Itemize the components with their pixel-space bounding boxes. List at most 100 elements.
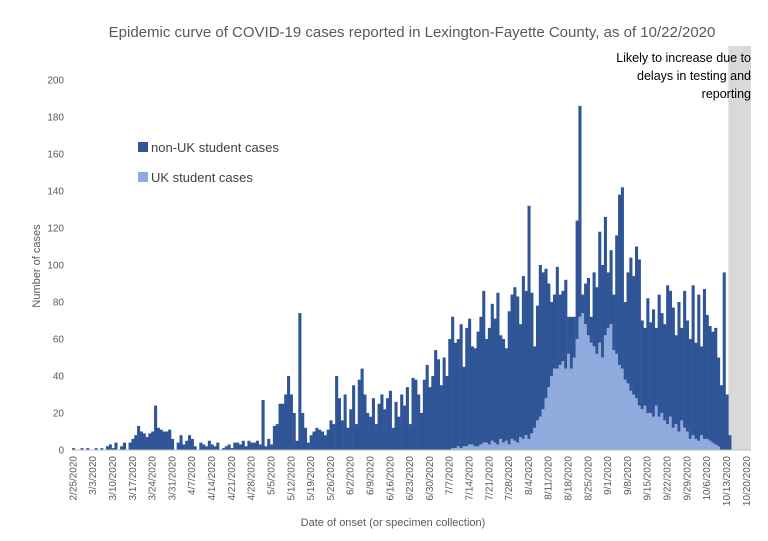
- bar-non-uk-student: [640, 320, 644, 410]
- bar-uk-student: [504, 440, 508, 450]
- bar-non-uk-student: [702, 289, 706, 439]
- bar-uk-student: [705, 438, 709, 450]
- bar-non-uk-student: [592, 272, 596, 347]
- bar-non-uk-student: [360, 368, 364, 450]
- bar-non-uk-student: [552, 294, 557, 369]
- bar-uk-student: [635, 398, 639, 450]
- y-tick-label: 60: [53, 335, 65, 346]
- bar-non-uk-student: [405, 387, 409, 450]
- bar-non-uk-student: [651, 309, 656, 417]
- bar-non-uk-student: [258, 444, 262, 450]
- bar-non-uk-student: [148, 433, 152, 450]
- bar-uk-student: [530, 433, 534, 450]
- bar-uk-student: [572, 357, 576, 450]
- bar-non-uk-student: [541, 272, 545, 410]
- bar-non-uk-student: [419, 413, 424, 450]
- bar-non-uk-student: [538, 265, 542, 417]
- bar-uk-student: [612, 350, 616, 450]
- bar-non-uk-student: [459, 324, 463, 449]
- bar-non-uk-student: [507, 311, 511, 445]
- bar-non-uk-student: [680, 327, 684, 421]
- bar-non-uk-student: [487, 327, 491, 445]
- bar-uk-student: [654, 405, 658, 450]
- x-tick-label: 7/14/2020: [465, 456, 476, 501]
- bar-non-uk-student: [306, 442, 310, 450]
- x-tick-label: 8/18/2020: [564, 456, 575, 501]
- bar-uk-student: [499, 438, 503, 450]
- bar-non-uk-student: [496, 292, 500, 445]
- bar-non-uk-student: [224, 446, 228, 450]
- bar-non-uk-student: [371, 398, 375, 450]
- bar-uk-student: [541, 409, 545, 450]
- x-tick-label: 7/28/2020: [504, 456, 515, 501]
- bar-non-uk-student: [708, 326, 712, 441]
- bar-uk-student: [700, 435, 704, 450]
- bar-non-uk-student: [668, 290, 673, 417]
- bar-non-uk-student: [448, 339, 452, 450]
- bar-uk-student: [513, 440, 517, 450]
- bar-non-uk-student: [547, 283, 551, 388]
- bar-uk-student: [496, 444, 500, 450]
- bar-uk-student: [519, 437, 523, 450]
- chart-title: Epidemic curve of COVID-19 cases reporte…: [109, 24, 716, 41]
- bar-non-uk-student: [728, 435, 732, 450]
- bar-non-uk-student: [527, 205, 531, 439]
- bar-non-uk-student: [312, 431, 316, 450]
- bar-non-uk-student: [589, 316, 593, 343]
- bar-non-uk-student: [108, 444, 112, 450]
- bar-non-uk-student: [663, 324, 667, 421]
- bar-uk-student: [640, 409, 644, 450]
- bar-non-uk-student: [482, 290, 486, 443]
- bar-uk-student: [490, 440, 494, 450]
- bar-non-uk-student: [425, 364, 429, 450]
- bar-non-uk-student: [230, 448, 234, 450]
- bar-non-uk-student: [179, 435, 183, 450]
- bar-non-uk-student: [629, 257, 633, 391]
- x-tick-label: 5/5/2020: [266, 456, 277, 495]
- bar-non-uk-student: [236, 442, 240, 450]
- bar-non-uk-student: [485, 339, 489, 443]
- bar-non-uk-student: [544, 268, 548, 399]
- y-axis-label: Number of cases: [31, 224, 43, 308]
- bar-non-uk-student: [581, 294, 585, 314]
- bar-non-uk-student: [400, 394, 404, 450]
- bar-non-uk-student: [451, 316, 455, 449]
- bar-non-uk-student: [315, 427, 319, 450]
- bar-non-uk-student: [202, 444, 206, 450]
- legend-label: UK student cases: [151, 170, 253, 185]
- bar-non-uk-student: [188, 435, 192, 450]
- bar-uk-student: [671, 427, 675, 450]
- bar-uk-student: [459, 448, 463, 450]
- bar-uk-student: [618, 364, 622, 450]
- bar-non-uk-student: [417, 394, 421, 450]
- bar-non-uk-student: [530, 292, 534, 434]
- bar-non-uk-student: [606, 272, 610, 328]
- bar-uk-student: [569, 368, 574, 450]
- bar-non-uk-student: [261, 400, 265, 450]
- bar-non-uk-student: [671, 307, 675, 428]
- bar-non-uk-student: [408, 424, 412, 450]
- bar-non-uk-student: [369, 416, 373, 450]
- bar-uk-student: [685, 431, 690, 450]
- bar-uk-student: [615, 353, 619, 450]
- bar-non-uk-student: [666, 285, 670, 425]
- bar-uk-student: [547, 387, 551, 450]
- bar-non-uk-student: [100, 448, 104, 450]
- bar-uk-student: [584, 324, 588, 450]
- bar-non-uk-student: [612, 294, 616, 351]
- bar-uk-student: [697, 440, 701, 450]
- y-tick-label: 140: [47, 187, 64, 198]
- bar-non-uk-student: [318, 429, 322, 450]
- y-tick-label: 20: [53, 409, 65, 420]
- bar-non-uk-student: [349, 409, 353, 450]
- bar-non-uk-student: [618, 194, 622, 365]
- bar-non-uk-student: [204, 446, 209, 450]
- bar-uk-student: [493, 442, 497, 450]
- bar-non-uk-student: [711, 331, 715, 443]
- y-tick-label: 80: [53, 298, 65, 309]
- bar-non-uk-student: [247, 440, 251, 450]
- bar-uk-student: [643, 405, 647, 450]
- bar-non-uk-student: [272, 425, 276, 450]
- x-axis: 2/25/2020 3/3/2020 3/10/2020 3/17/2020 3/24/…: [68, 449, 753, 506]
- x-tick-label: 10/6/2020: [702, 456, 713, 501]
